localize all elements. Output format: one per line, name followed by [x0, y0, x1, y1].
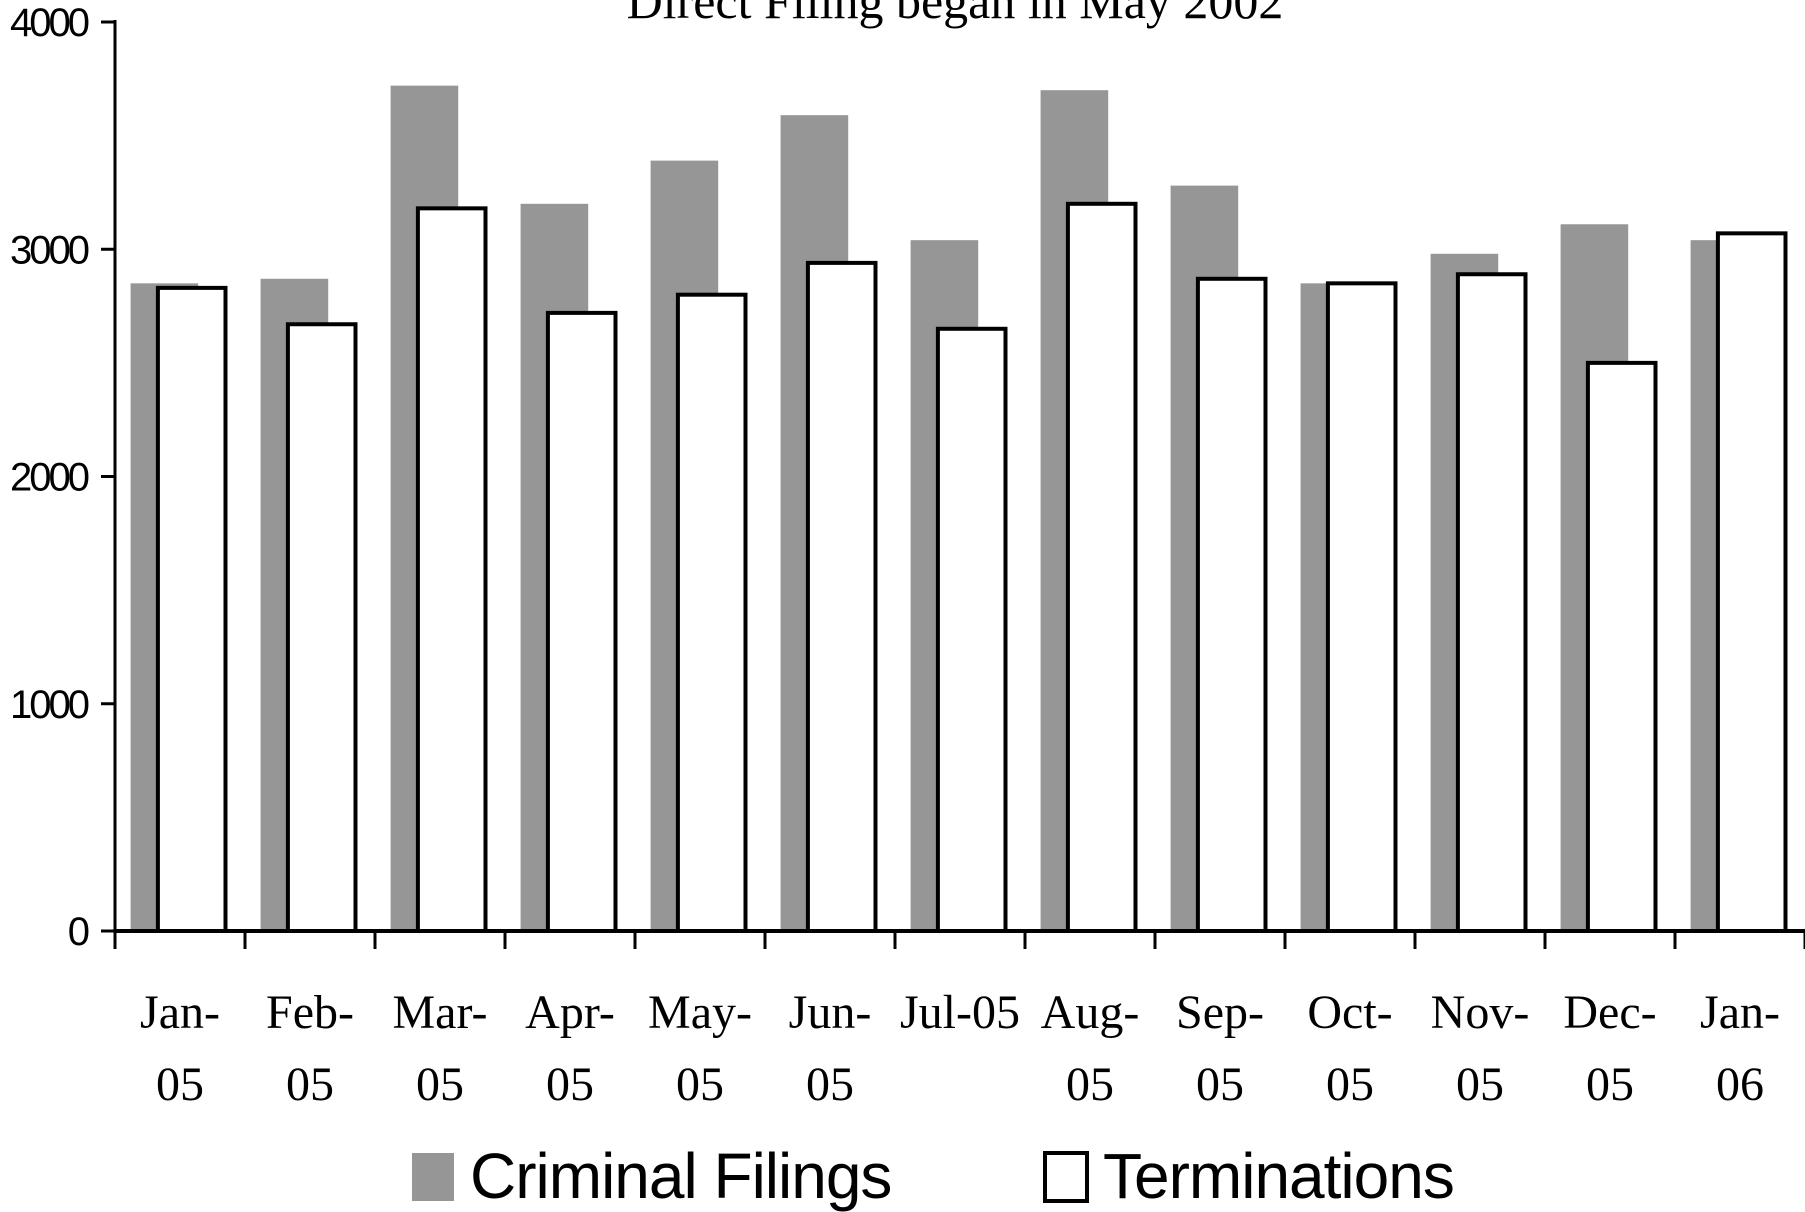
terminations-bar: [1455, 272, 1528, 933]
terminations-bar: [1325, 281, 1398, 933]
terminations-bar: [415, 206, 488, 934]
x-tick-label: Sep-: [1176, 986, 1264, 1039]
y-tick-label: 0: [68, 910, 89, 954]
legend-terminations-swatch: [1043, 1151, 1089, 1203]
x-tick-label: Jun-: [789, 986, 872, 1039]
x-tick-label: 05: [1066, 1058, 1114, 1111]
terminations-bar: [1715, 231, 1788, 933]
bars-layer: [130, 85, 1788, 934]
x-tick-label: Jul-05: [900, 986, 1020, 1039]
terminations-bar: [675, 292, 748, 933]
legend-criminal-filings-swatch: [412, 1153, 454, 1201]
x-tick-label: 05: [1326, 1058, 1374, 1111]
legend: Criminal Filings Terminations: [412, 1140, 1455, 1212]
x-tick-label: Apr-: [525, 986, 615, 1039]
terminations-bar: [935, 326, 1008, 934]
terminations-bar: [545, 310, 618, 933]
terminations-bar: [805, 260, 878, 933]
x-tick-label: Dec-: [1563, 986, 1656, 1039]
y-tick-label: 3000: [10, 228, 89, 272]
tick-labels: Jan- 05 Feb- 05 Mar- 05 Apr- 05 May- 05 Jun- 05 Jul-…: [10, 1, 1780, 1111]
x-tick-label: 06: [1716, 1058, 1764, 1111]
x-tick-label: Jan-: [1700, 986, 1780, 1039]
x-tick-label: 05: [156, 1058, 204, 1111]
x-tick-label: Mar-: [393, 986, 488, 1039]
x-tick-label: 05: [1456, 1058, 1504, 1111]
x-tick-label: Aug-: [1041, 986, 1140, 1039]
x-tick-label: Jan-: [140, 986, 220, 1039]
chart-title: Direct Filing began in May 2002: [627, 0, 1284, 29]
x-tick-label: Oct-: [1307, 986, 1392, 1039]
x-tick-label: Nov-: [1431, 986, 1530, 1039]
x-tick-label: 05: [286, 1058, 334, 1111]
x-tick-label: 05: [416, 1058, 464, 1111]
x-tick-label: 05: [806, 1058, 854, 1111]
x-tick-label: 05: [546, 1058, 594, 1111]
terminations-bar: [1585, 360, 1658, 933]
y-tick-label: 2000: [10, 456, 89, 500]
terminations-bar: [155, 285, 228, 933]
y-tick-label: 1000: [10, 683, 89, 727]
terminations-bar: [1195, 276, 1268, 934]
axes-layer: [101, 20, 1805, 949]
x-tick-label: 05: [1196, 1058, 1244, 1111]
legend-terminations-label: Terminations: [1103, 1140, 1454, 1212]
terminations-bar: [1065, 201, 1138, 934]
terminations-bar: [285, 322, 358, 933]
x-tick-label: 05: [676, 1058, 724, 1111]
x-tick-label: May-: [648, 986, 752, 1039]
x-tick-label: Feb-: [266, 986, 354, 1039]
legend-criminal-filings-label: Criminal Filings: [470, 1140, 891, 1212]
x-tick-label: 05: [1586, 1058, 1634, 1111]
y-tick-label: 4000: [10, 1, 89, 45]
